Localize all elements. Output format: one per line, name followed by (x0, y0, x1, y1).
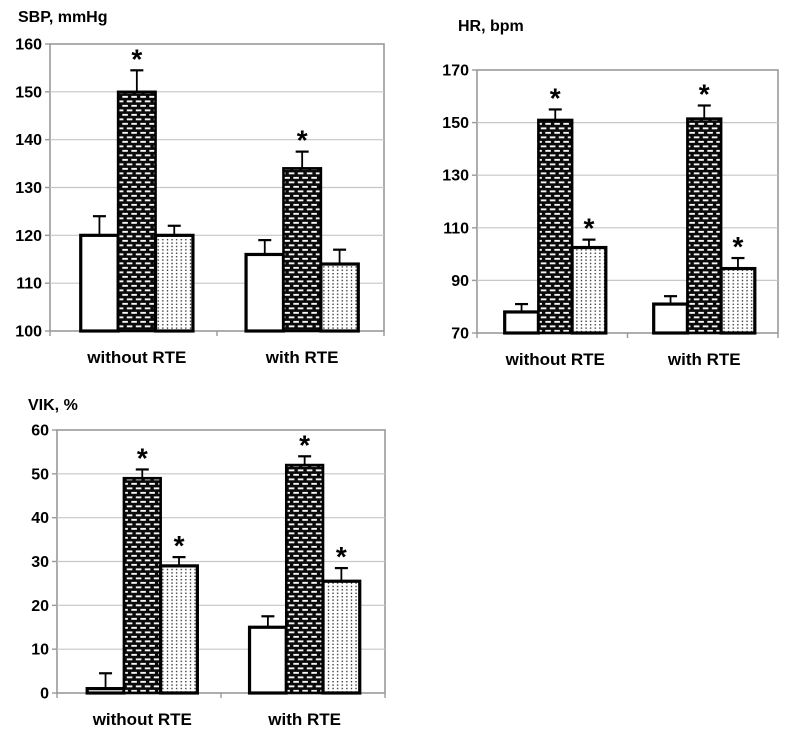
black-brick-hatched-bar (116, 90, 157, 333)
significance-asterisk: * (699, 79, 710, 110)
hr-chart: 70 90 110 130 150 170 * * without RTE * * with RTE (442, 63, 779, 369)
y-tick-label: 130 (15, 180, 42, 197)
y-tick-label: 140 (15, 132, 42, 149)
significance-asterisk: * (297, 125, 308, 156)
y-tick-label: 110 (443, 220, 469, 237)
significance-asterisk: * (550, 82, 561, 113)
y-tick-label: 0 (40, 686, 49, 703)
light-dotted-bar (321, 579, 362, 695)
light-dotted-bar (153, 233, 195, 333)
y-tick-label: 50 (31, 466, 49, 483)
light-dotted-bar (319, 262, 360, 333)
y-tick-label: 30 (31, 554, 49, 571)
black-brick-hatched-bar (282, 167, 323, 333)
y-tick-label: 20 (31, 598, 49, 615)
significance-asterisk: * (336, 541, 347, 572)
black-brick-hatched-bar (686, 117, 723, 335)
y-tick-label: 150 (15, 84, 42, 101)
open-white-bar (652, 302, 689, 335)
x-category-label: with RTE (267, 710, 341, 729)
open-white-bar (85, 687, 126, 695)
significance-asterisk: * (174, 530, 185, 561)
light-dotted-bar (570, 245, 608, 335)
significance-asterisk: * (733, 231, 744, 262)
y-tick-label: 170 (442, 63, 469, 80)
x-category-label: without RTE (505, 350, 605, 369)
vik-chart: 0 10 20 30 40 50 60 * * without RTE * * with RTE (31, 423, 386, 729)
y-tick-label: 110 (16, 276, 42, 293)
open-white-bar (503, 310, 541, 335)
open-white-bar (79, 233, 120, 333)
x-category-label: without RTE (92, 710, 192, 729)
chart-title-hr: HR, bpm (458, 18, 524, 35)
open-white-bar (244, 252, 286, 333)
y-tick-label: 130 (442, 168, 469, 185)
y-tick-label: 10 (31, 642, 49, 659)
light-dotted-bar (159, 564, 199, 695)
y-tick-label: 100 (15, 324, 42, 341)
y-tick-label: 60 (31, 423, 49, 440)
black-brick-hatched-bar (537, 118, 574, 335)
chart-title-vik: VIK, % (28, 397, 78, 414)
x-category-label: with RTE (667, 350, 741, 369)
chart-title-sbp: SBP, mmHg (18, 9, 108, 26)
y-tick-label: 70 (451, 326, 469, 343)
significance-asterisk: * (137, 442, 148, 473)
y-tick-label: 40 (31, 510, 49, 527)
y-tick-label: 160 (15, 37, 42, 54)
x-category-label: with RTE (265, 348, 339, 367)
significance-asterisk: * (299, 429, 310, 460)
significance-asterisk: * (584, 213, 595, 244)
open-white-bar (247, 625, 288, 695)
y-tick-label: 90 (451, 273, 469, 290)
black-brick-hatched-bar (122, 476, 162, 695)
y-tick-label: 120 (15, 228, 42, 245)
significance-asterisk: * (131, 43, 142, 74)
light-dotted-bar (719, 266, 757, 335)
black-brick-hatched-bar (284, 463, 325, 695)
sbp-chart: 100 110 120 130 140 150 160 * without RTE * with R… (15, 37, 385, 367)
y-tick-label: 150 (442, 115, 469, 132)
x-category-label: without RTE (86, 348, 186, 367)
